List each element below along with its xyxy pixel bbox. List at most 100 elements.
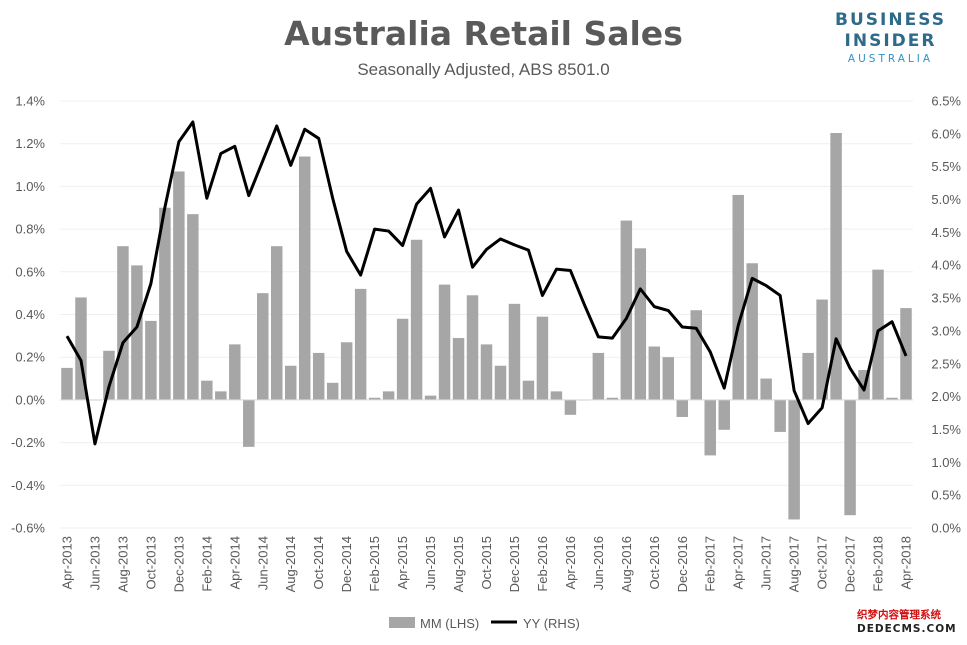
bar-mm — [620, 220, 633, 400]
bar-mm — [298, 156, 311, 400]
right-tick-label: 3.5% — [931, 291, 961, 306]
brand-line-1: BUSINESS — [835, 10, 946, 30]
bar-mm — [382, 391, 395, 400]
x-tick-label: Aug-2014 — [283, 536, 298, 592]
bar-mm — [774, 399, 786, 432]
bar-mm — [704, 399, 716, 456]
right-tick-label: 6.5% — [931, 94, 961, 109]
x-axis-ticks: Apr-2013 Jun-2013 Aug-2013 Oct-2013 Dec-2013… — [59, 536, 913, 592]
x-tick-label: Dec-2016 — [675, 536, 690, 592]
bar-mm — [285, 365, 297, 400]
bar-mm — [257, 293, 269, 400]
watermark-line-1: 织梦内容管理系统 — [857, 609, 941, 621]
brand-logo: BUSINESS INSIDER AUSTRALIA — [828, 10, 953, 66]
x-tick-label: Feb-2015 — [367, 536, 382, 592]
left-tick-label: 0.6% — [15, 264, 45, 279]
bar-mm — [802, 352, 814, 400]
bar-mm — [187, 214, 199, 400]
right-tick-label: 4.0% — [931, 258, 961, 273]
bar-mm — [648, 346, 661, 400]
legend-label-mm: MM (LHS) — [420, 616, 479, 631]
left-tick-label: 0.0% — [15, 392, 45, 407]
bar-mm — [131, 265, 143, 400]
x-tick-label: Aug-2016 — [619, 536, 634, 592]
bar-mm — [117, 246, 129, 400]
x-tick-label: Oct-2014 — [311, 536, 326, 589]
bar-mm — [61, 367, 73, 400]
x-tick-label: Oct-2016 — [647, 536, 662, 589]
bar-mm — [159, 207, 171, 400]
bar-mm — [271, 246, 283, 400]
right-tick-label: 0.5% — [931, 488, 961, 503]
x-tick-label: Aug-2015 — [451, 536, 466, 592]
bar-mm — [215, 391, 227, 400]
right-tick-label: 0.0% — [931, 521, 961, 536]
bar-mm — [354, 288, 367, 400]
x-tick-label: Jun-2014 — [255, 536, 270, 590]
bar-mm — [480, 344, 493, 400]
left-tick-label: -0.4% — [11, 478, 45, 493]
x-tick-label: Feb-2014 — [199, 536, 214, 592]
bar-mm — [830, 133, 842, 400]
right-tick-label: 2.5% — [931, 356, 961, 371]
bar-mm — [201, 380, 213, 400]
left-tick-label: 0.4% — [15, 307, 45, 322]
bar-mm — [732, 194, 744, 400]
right-tick-label: 5.5% — [931, 159, 961, 174]
bar-mm — [145, 320, 157, 400]
left-tick-label: 1.0% — [15, 179, 45, 194]
right-tick-label: 6.0% — [931, 126, 961, 141]
bar-mm — [676, 399, 689, 417]
bar-mm — [494, 365, 507, 400]
right-tick-label: 5.0% — [931, 192, 961, 207]
bar-mm — [662, 357, 675, 400]
right-tick-label: 3.0% — [931, 323, 961, 338]
bar-mm — [103, 350, 115, 400]
x-tick-label: Oct-2017 — [815, 536, 830, 589]
bar-mm — [550, 391, 563, 400]
bar-mm — [410, 239, 423, 400]
bar-mm — [438, 284, 451, 400]
x-tick-label: Apr-2013 — [59, 536, 74, 589]
legend-swatch-mm — [389, 617, 415, 628]
chart-title: Australia Retail Sales — [284, 14, 683, 53]
legend: MM (LHS) YY (RHS) — [389, 616, 580, 631]
left-tick-label: -0.2% — [11, 435, 45, 450]
x-tick-label: Dec-2017 — [843, 536, 858, 592]
bar-mm — [760, 378, 772, 400]
right-tick-label: 1.0% — [931, 455, 961, 470]
x-tick-label: Dec-2013 — [171, 536, 186, 592]
x-tick-label: Aug-2017 — [787, 536, 802, 592]
bar-mm — [312, 352, 325, 400]
x-tick-label: Apr-2018 — [899, 536, 914, 589]
x-tick-label: Jun-2013 — [87, 536, 102, 590]
right-tick-label: 4.5% — [931, 225, 961, 240]
left-tick-label: 0.2% — [15, 350, 45, 365]
bar-mm — [536, 316, 549, 400]
bar-mm — [396, 318, 409, 400]
x-tick-label: Aug-2013 — [115, 536, 130, 592]
x-tick-label: Apr-2014 — [227, 536, 242, 589]
bar-mm — [424, 395, 437, 400]
x-tick-label: Jun-2016 — [591, 536, 606, 590]
bar-mm — [368, 397, 381, 400]
bar-mm — [746, 263, 758, 400]
left-tick-label: 0.8% — [15, 222, 45, 237]
left-axis-ticks: -0.6% -0.4% -0.2% 0.0% 0.2% 0.4% 0.6% 0.8% 1.0% 1… — [11, 94, 45, 536]
x-tick-label: Jun-2017 — [759, 536, 774, 590]
bar-mm — [606, 397, 619, 400]
bar-mm — [229, 344, 241, 400]
x-tick-label: Apr-2016 — [563, 536, 578, 589]
bar-mm — [75, 297, 87, 400]
yy-line-series — [65, 120, 908, 446]
bar-mm — [173, 171, 185, 400]
right-tick-label: 2.0% — [931, 389, 961, 404]
bar-mm — [564, 399, 577, 415]
left-tick-label: -0.6% — [11, 521, 45, 536]
brand-line-3: AUSTRALIA — [847, 53, 934, 65]
bar-mm — [466, 295, 479, 400]
x-tick-label: Dec-2015 — [507, 536, 522, 592]
bar-mm — [243, 399, 255, 447]
x-tick-label: Feb-2016 — [535, 536, 550, 592]
